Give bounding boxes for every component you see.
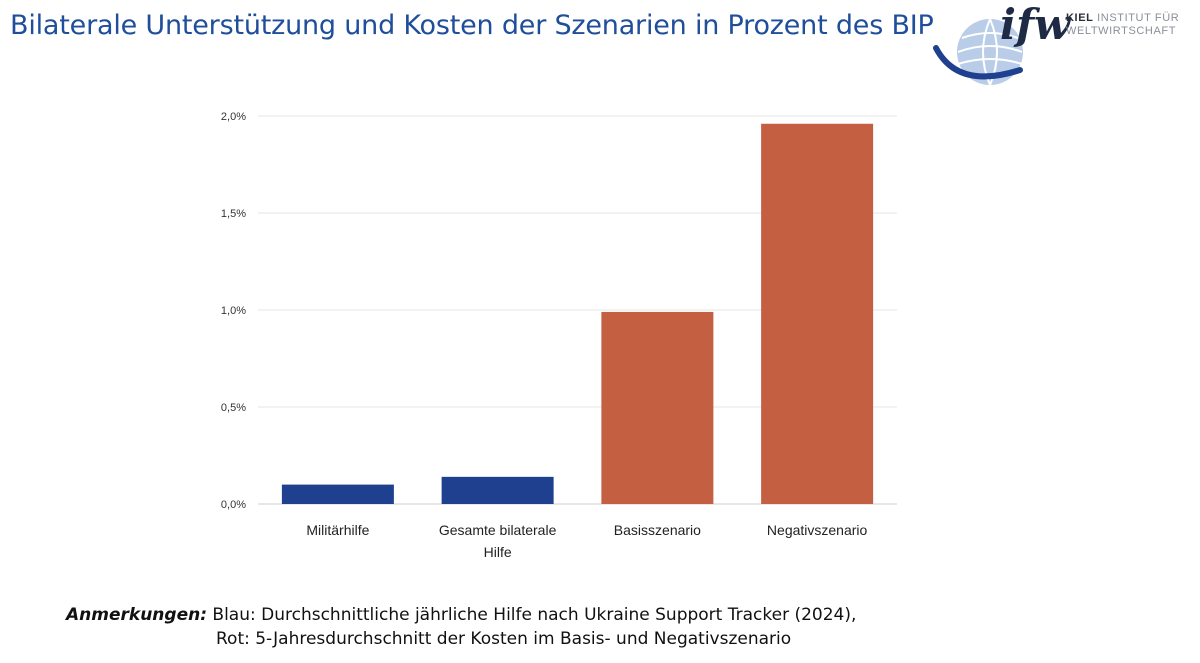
y-tick-label: 1,0% [221,305,246,317]
ifw-globe-logo-icon [933,18,1023,86]
logo-institute-line1: KIEL INSTITUT FÜR [1066,12,1179,24]
notes-text-line1: Blau: Durchschnittliche jährliche Hilfe … [212,605,857,625]
y-tick-label: 0,5% [221,402,246,414]
x-category-label: Basisszenario [614,522,701,538]
x-category-label: Gesamte bilaterale Hilfe [439,522,557,560]
notes-label: Anmerkungen: [66,605,207,625]
logo-kiel: KIEL [1066,12,1094,24]
x-axis-categories: Militärhilfe Gesamte bilaterale Hilfe Basis… [306,522,867,560]
bar [761,123,874,504]
x-category-label: Negativszenario [767,522,868,538]
ifw-logo-wordmark: ifw [1000,0,1071,49]
notes-text-line2: Rot: 5-Jahresdurchschnitt der Kosten im … [216,629,792,649]
y-tick-label: 0,0% [221,499,246,511]
notes-line1: Anmerkungen: Blau: Durchschnittliche jäh… [66,603,856,627]
notes: Anmerkungen: Blau: Durchschnittliche jäh… [66,603,856,651]
bar [441,476,554,504]
bar [281,484,394,504]
y-axis-ticks: 0,0% 0,5% 1,0% 1,5% 2,0% [221,111,246,511]
y-tick-label: 2,0% [221,111,246,123]
y-tick-label: 1,5% [221,208,246,220]
page-title: Bilaterale Unterstützung und Kosten der … [10,10,934,41]
logo-institut-fuer: INSTITUT FÜR [1097,12,1180,24]
bar [601,311,714,504]
bars [281,123,874,504]
logo-institute-line2: WELTWIRTSCHAFT [1066,25,1177,37]
x-category-label: Militärhilfe [306,522,369,538]
